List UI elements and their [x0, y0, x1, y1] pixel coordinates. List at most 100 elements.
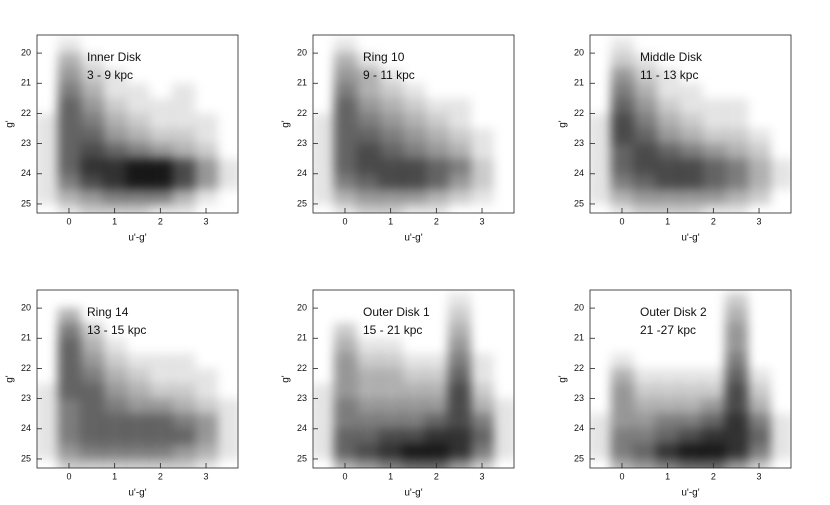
density-cell	[311, 308, 334, 324]
density-cell	[493, 83, 516, 99]
density-cell	[37, 143, 59, 160]
density-cell	[424, 158, 449, 175]
density-cell	[217, 384, 240, 400]
density-cell	[402, 203, 426, 213]
density-cell	[217, 459, 240, 475]
density-cell	[610, 143, 634, 160]
density-cell	[149, 308, 172, 324]
density-cell	[149, 53, 172, 69]
density-cell	[725, 68, 748, 84]
density-cell	[103, 188, 127, 205]
density-cell	[149, 338, 172, 354]
density-cell	[333, 443, 357, 460]
density-cell	[493, 368, 516, 384]
density-cell	[656, 113, 680, 130]
density-cell	[356, 158, 380, 175]
density-cell	[333, 98, 357, 114]
density-cell	[37, 173, 59, 190]
density-cell	[701, 188, 726, 205]
density-cell	[610, 443, 634, 460]
density-cell	[194, 383, 218, 400]
density-cell	[217, 323, 240, 339]
density-cell	[770, 459, 793, 475]
density-cell	[171, 98, 196, 114]
density-cell	[590, 413, 612, 430]
density-cell	[747, 368, 771, 385]
plot-area	[311, 293, 516, 475]
density-cell	[447, 128, 472, 145]
density-cell	[770, 353, 793, 369]
density-cell	[493, 38, 516, 54]
density-cell	[171, 83, 196, 99]
density-cell	[194, 143, 218, 160]
density-cell	[402, 38, 425, 54]
density-cell	[702, 353, 725, 369]
density-cell	[633, 158, 657, 175]
density-cell	[379, 158, 403, 175]
density-cell	[724, 383, 749, 400]
density-cell	[311, 368, 334, 384]
density-cell	[195, 98, 218, 114]
y-tick-label: 24	[21, 168, 31, 178]
density-cell	[747, 443, 771, 460]
plot-area	[588, 38, 793, 213]
density-cell	[770, 323, 793, 339]
density-cell	[311, 338, 334, 354]
axes-frame	[589, 34, 792, 214]
density-cell	[633, 413, 657, 430]
density-layer	[588, 293, 793, 475]
density-cell	[333, 188, 357, 205]
x-tick-label: 1	[112, 216, 117, 226]
density-cell	[148, 188, 173, 205]
density-cell	[402, 368, 426, 385]
density-cell	[171, 413, 196, 430]
y-tick-label: 25	[21, 453, 31, 463]
density-cell	[80, 413, 104, 430]
density-cell	[333, 383, 357, 400]
density-cell	[471, 113, 494, 129]
density-cell	[447, 188, 472, 205]
density-cell	[171, 458, 196, 468]
density-cell	[610, 83, 634, 99]
density-cell	[37, 128, 59, 145]
density-cell	[424, 98, 449, 114]
panel-subtitle: 11 - 13 kpc	[640, 68, 698, 82]
density-cell	[611, 323, 634, 339]
density-layer	[311, 293, 516, 475]
density-cell	[588, 38, 611, 54]
density-cell	[333, 368, 357, 385]
density-cell	[194, 173, 218, 190]
x-tick-label: 1	[388, 216, 393, 226]
density-cell	[80, 398, 104, 415]
density-cell	[103, 158, 127, 175]
density-cell	[770, 308, 793, 324]
density-cell	[493, 204, 516, 220]
density-cell	[493, 159, 516, 175]
density-cell	[425, 38, 448, 54]
y-axis-label: g'	[281, 120, 292, 128]
density-cell	[724, 308, 749, 324]
density-cell	[447, 383, 472, 400]
density-cell	[195, 68, 218, 84]
y-axis-label: g'	[5, 375, 16, 383]
y-tick-label: 22	[297, 363, 307, 373]
density-cell	[471, 293, 494, 309]
density-cell	[103, 383, 127, 400]
density-cell	[470, 368, 494, 385]
density-cell	[770, 129, 793, 145]
density-cell	[633, 398, 657, 415]
density-cell	[57, 413, 81, 430]
plot-area	[37, 308, 240, 475]
density-cell	[356, 413, 380, 430]
axes-frame	[589, 289, 792, 469]
y-tick-label: 24	[21, 423, 31, 433]
density-cell	[588, 293, 611, 309]
density-cell	[80, 188, 104, 205]
density-cell	[701, 143, 726, 160]
density-cell	[610, 428, 634, 445]
density-cell	[402, 188, 426, 205]
density-cell	[195, 308, 218, 324]
x-axis-label: u'-g'	[128, 488, 146, 499]
y-tick-label: 24	[297, 423, 307, 433]
density-cell	[493, 459, 516, 475]
